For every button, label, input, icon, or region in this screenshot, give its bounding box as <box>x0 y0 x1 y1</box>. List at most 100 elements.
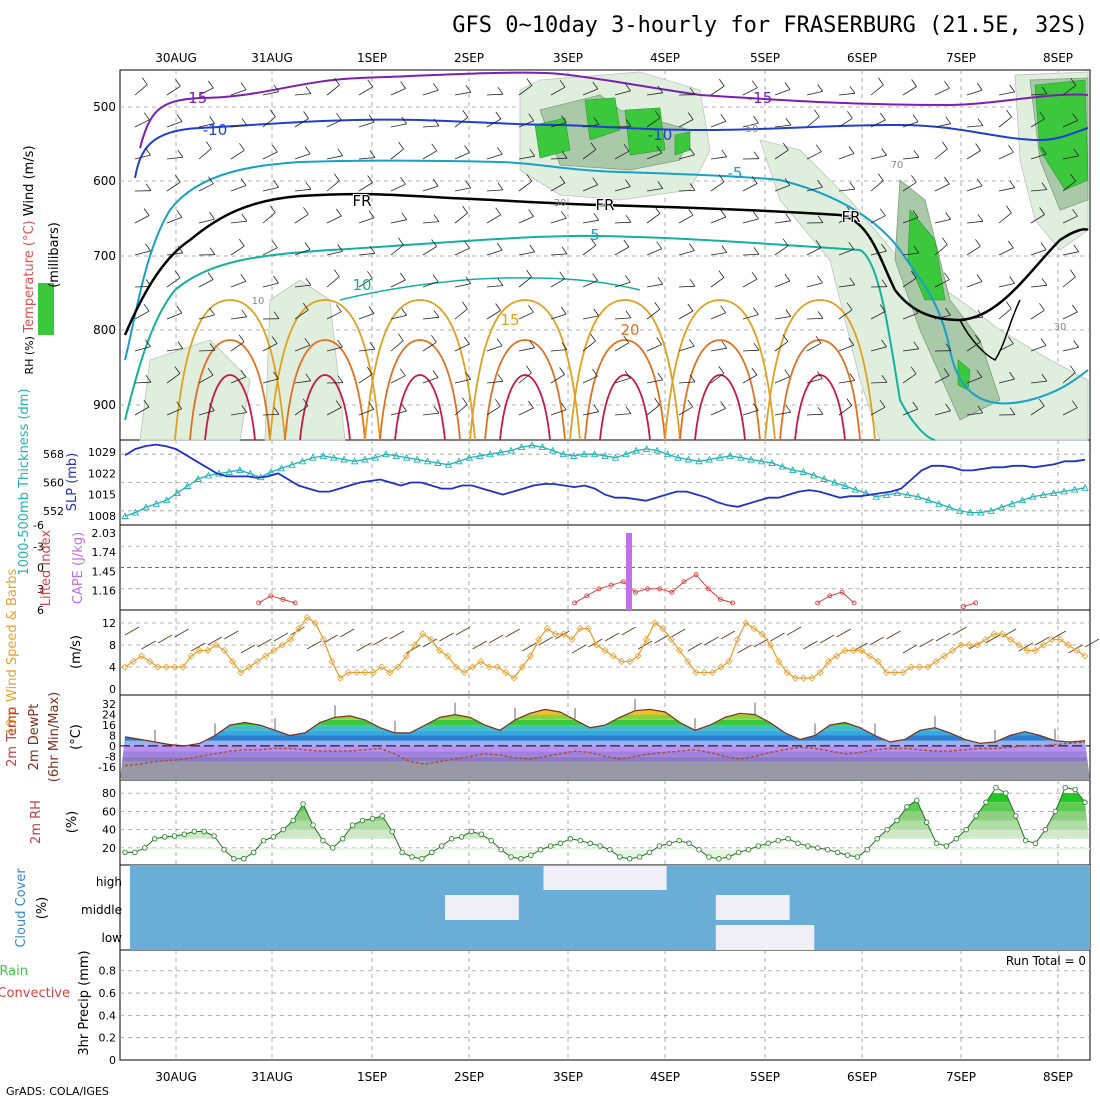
wind10m-speed-point <box>684 657 692 666</box>
temperature-contour-15 <box>364 299 476 441</box>
axis-label-temp: 2m Temp <box>5 707 20 767</box>
upper-wind-barb-flag <box>367 271 373 279</box>
upper-wind-barb <box>870 311 886 320</box>
upper-wind-barb <box>838 92 855 96</box>
upper-wind-barb-flag <box>461 397 468 405</box>
upper-wind-barb-flag <box>334 77 340 86</box>
upper-wind-barb-flag <box>879 208 886 216</box>
rh-shading-region-saturated <box>534 117 571 159</box>
surface-wind-barb <box>207 636 223 646</box>
surface-wind-barb <box>339 628 355 638</box>
upper-wind-barb-flag <box>431 239 437 247</box>
upper-wind-barb <box>646 404 660 416</box>
upper-wind-barb <box>358 217 375 224</box>
rh2m-point <box>290 817 296 824</box>
upper-wind-barb <box>710 156 727 160</box>
wind10m-speed-point <box>915 663 924 671</box>
rh2m-point <box>805 843 811 849</box>
wind10m-speed-point <box>593 641 601 649</box>
thickness-point <box>987 506 995 514</box>
rh2m-point <box>864 846 871 853</box>
upper-wind-barb-flag <box>752 403 759 411</box>
upper-wind-barb-flag <box>815 144 822 152</box>
upper-wind-barb <box>198 279 214 288</box>
thickness-point <box>935 499 943 507</box>
upper-wind-barb <box>326 84 340 96</box>
upper-wind-barb <box>710 85 725 96</box>
temp-band <box>120 761 1090 780</box>
upper-wind-barb-flag <box>689 87 696 95</box>
upper-wind-barb-flag <box>945 343 952 351</box>
rh2m-point <box>508 854 514 860</box>
surface-wind-barb <box>273 632 289 642</box>
upper-wind-barb-flag <box>815 335 822 344</box>
wind10m-speed-point <box>651 619 659 627</box>
upper-wind-barb <box>326 215 342 224</box>
upper-wind-barb <box>678 345 695 352</box>
wind10m-speed-point <box>386 668 394 677</box>
upper-wind-barb-flag <box>433 118 440 127</box>
thickness-point <box>309 453 317 461</box>
thickness-point <box>997 503 1006 511</box>
temperature-contour-15 <box>764 299 876 441</box>
upper-wind-barb-flag <box>497 278 504 286</box>
upper-wind-barb-flag <box>432 274 439 283</box>
upper-wind-barb <box>294 213 309 224</box>
upper-wind-barb-flag <box>143 303 150 312</box>
surface-wind-barb <box>521 642 537 652</box>
temperature-contour-25 <box>499 374 551 441</box>
axis-label-cloud-unit: (%) <box>35 897 50 920</box>
surface-wind-barb <box>654 634 669 644</box>
upper-wind-barb-flag <box>592 273 598 281</box>
thickness-point <box>444 460 453 468</box>
upper-wind-barb-flag <box>465 180 472 189</box>
upper-wind-barb-flag <box>718 270 725 278</box>
date-label-bottom: 5SEP <box>750 1070 780 1084</box>
wind10m-speed-point <box>634 652 642 660</box>
rh2m-point <box>626 856 633 862</box>
rh2m-point <box>231 856 237 862</box>
upper-wind-barb-flag <box>977 214 984 222</box>
upper-wind-barb <box>326 119 342 128</box>
upper-wind-barb <box>902 86 917 96</box>
rh-shading-region-saturated <box>674 131 691 156</box>
upper-wind-barb-flag <box>145 183 152 191</box>
wind10m-speed-point <box>469 663 477 671</box>
upper-wind-barb-flag <box>910 270 917 279</box>
panel-wind10m <box>119 609 1091 696</box>
thickness-point <box>371 453 380 461</box>
upper-wind-barb <box>710 216 726 224</box>
upper-wind-barb <box>230 412 247 416</box>
thickness-point <box>1049 489 1058 497</box>
precip-tick: 0.2 <box>99 1032 117 1045</box>
lifted-index-point <box>596 586 602 592</box>
upper-wind-barb-flag <box>337 339 343 348</box>
upper-wind-barb-flag <box>1007 336 1014 344</box>
upper-wind-barb-flag <box>849 181 856 190</box>
upper-wind-barb <box>518 155 535 160</box>
rh2m-point <box>458 834 465 840</box>
upper-wind-barb-flag <box>1073 244 1080 252</box>
wind10m-speed-point <box>816 668 824 677</box>
date-label-top: 8SEP <box>1043 51 1073 65</box>
upper-wind-barb <box>838 153 855 160</box>
upper-wind-barb-flag <box>1039 207 1045 215</box>
upper-wind-barb <box>678 154 695 160</box>
upper-wind-barb <box>998 116 1012 128</box>
rh2m-point <box>755 843 762 849</box>
surface-wind-barb <box>985 634 1000 644</box>
upper-wind-barb <box>870 84 884 96</box>
upper-wind-barb <box>582 149 597 160</box>
upper-wind-barb <box>518 311 534 320</box>
upper-wind-barb-flag <box>526 78 533 86</box>
thickness-point <box>319 451 328 459</box>
wind10m-speed-point <box>899 668 907 677</box>
upper-wind-barb <box>1062 155 1079 160</box>
rh2m-point <box>1003 790 1009 796</box>
upper-wind-barb-flag <box>945 403 951 412</box>
upper-wind-barb <box>614 246 630 256</box>
axis-label-wind-temp-rh: RH (%) Temperature (°C) Wind (m/s) <box>22 145 37 374</box>
rh2m-point <box>824 846 831 853</box>
thickness-point <box>1039 490 1048 498</box>
upper-wind-barb-flag <box>753 115 759 124</box>
